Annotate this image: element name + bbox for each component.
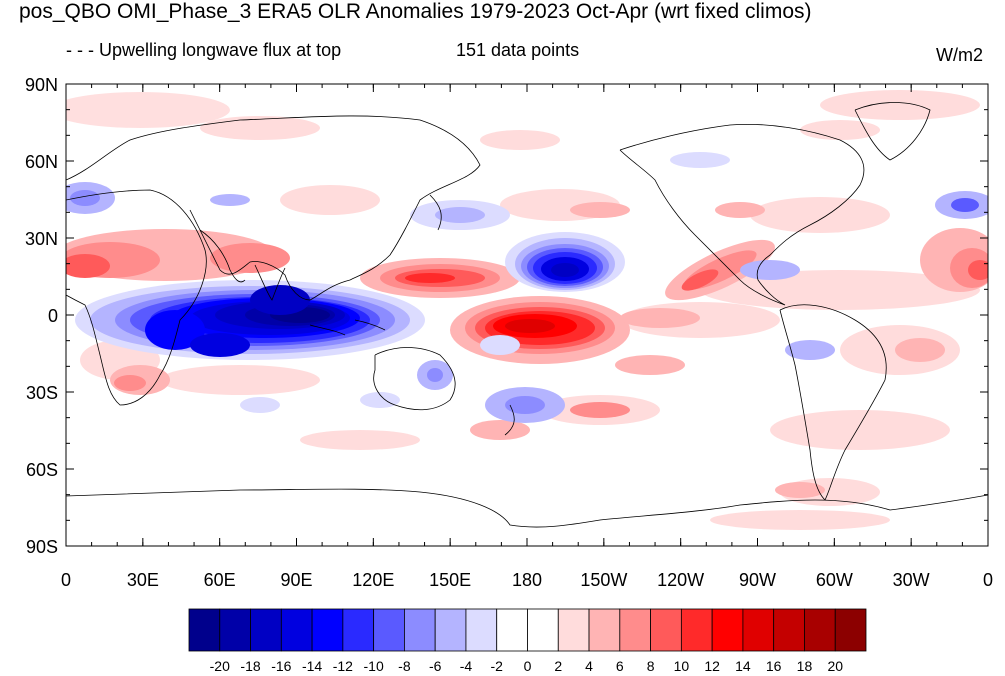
colorbar-swatch [311,608,344,652]
lon-tick-label: 120W [657,570,704,590]
anomaly-field [66,90,988,530]
colorbar-label: 14 [735,658,751,674]
lon-tick-label: 0 [983,570,993,590]
colorbar-swatch [342,608,375,652]
colorbar-swatch [804,608,836,652]
colorbar-swatch [711,608,744,652]
colorbar-swatch [834,608,867,652]
colorbar-label: -16 [271,658,291,674]
colorbar-label: 16 [766,658,782,674]
colorbar-swatch [773,608,805,652]
colorbar-label: -20 [210,658,230,674]
lon-tick-label: 150W [580,570,627,590]
colorbar-label: -6 [429,658,442,674]
colorbar-swatch [188,608,221,652]
colorbar-swatch [250,608,282,652]
colorbar-swatch [373,608,405,652]
colorbar-label: -2 [491,658,504,674]
colorbar-label: -18 [240,658,260,674]
colorbar-swatch [465,608,498,652]
lat-tick-label: 30S [26,383,58,403]
colorbar-swatch [219,608,251,652]
colorbar-label: 4 [585,658,593,674]
lon-tick-label: 60E [204,570,236,590]
colorbar-label: -10 [364,658,384,674]
colorbar-label: -8 [398,658,411,674]
colorbar-swatch [557,608,590,652]
colorbar-label: 6 [616,658,624,674]
lon-tick-label: 150E [429,570,471,590]
lon-tick-label: 0 [61,570,71,590]
coastlines [66,102,988,528]
lat-tick-label: 60S [26,460,58,480]
colorbar-label: 12 [704,658,720,674]
colorbar-label: 2 [554,658,562,674]
colorbar: -20 -18 -16 -14 -12 -10 -8 -6 -4 -2 0 2 4 6 8 10 12 14 16 1… [188,608,867,674]
colorbar-swatch [588,608,621,652]
colorbar-swatch [680,608,713,652]
colorbar-swatch [404,608,436,652]
colorbar-label: -12 [333,658,353,674]
colorbar-swatch [650,608,682,652]
lon-tick-label: 30W [893,570,930,590]
lon-tick-label: 30E [127,570,159,590]
lat-tick-label: 90S [26,537,58,557]
colorbar-swatch [496,608,528,652]
colorbar-swatch [742,608,775,652]
lon-tick-label: 180 [512,570,542,590]
colorbar-swatch [619,608,651,652]
colorbar-label: 8 [647,658,655,674]
colorbar-label: 20 [827,658,843,674]
lat-tick-label: 30N [25,229,58,249]
colorbar-label: 10 [674,658,690,674]
variable-description: - - - Upwelling longwave flux at top [66,40,342,60]
lat-tick-label: 90N [25,75,58,95]
data-points-count: 151 data points [456,40,580,60]
colorbar-swatch [280,608,313,652]
lon-tick-label: 60W [816,570,853,590]
colorbar-label: -14 [302,658,322,674]
map-title: pos_QBO OMI_Phase_3 ERA5 OLR Anomalies 1… [19,0,812,23]
colorbar-swatch [434,608,467,652]
lat-tick-label: 0 [48,306,58,326]
lon-tick-label: 90W [739,570,776,590]
colorbar-swatch [527,608,559,652]
lat-tick-label: 60N [25,152,58,172]
colorbar-label: -4 [460,658,473,674]
colorbar-label: 18 [797,658,813,674]
lon-tick-label: 120E [352,570,394,590]
units-label: W/m2 [936,45,983,65]
colorbar-label: 0 [524,658,532,674]
lon-tick-label: 90E [280,570,312,590]
